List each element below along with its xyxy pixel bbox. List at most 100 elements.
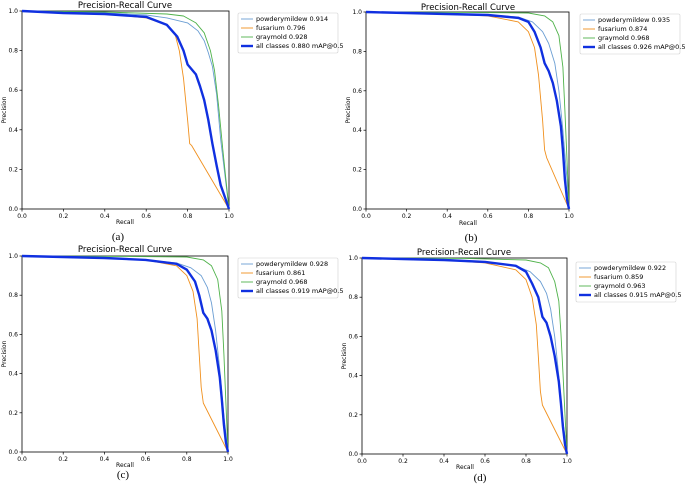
y-tick-label: 0.4 — [8, 127, 18, 134]
y-tick-label: 0.6 — [348, 333, 358, 340]
series-line-powderymildew — [361, 257, 568, 455]
legend-box — [579, 13, 681, 55]
x-tick-label: 0.6 — [141, 213, 151, 220]
x-tick-label: 0.0 — [361, 213, 371, 220]
legend-entry-all: all classes 0.880 mAP@0.5 — [256, 42, 343, 50]
x-tick-label: 0.2 — [59, 213, 69, 220]
panel-caption: (b) — [465, 232, 478, 244]
x-axis-label: Recall — [116, 219, 134, 226]
chart-title: Precision-Recall Curve — [78, 1, 172, 11]
y-tick-label: 1.0 — [8, 8, 18, 15]
series-line-all — [365, 10, 571, 210]
y-tick-label: 0.4 — [8, 371, 18, 378]
legend-entry-powderymildew: powderymildew 0.928 — [256, 260, 328, 268]
legend-box — [237, 257, 339, 299]
legend-entry-all: all classes 0.919 mAP@0.5 — [256, 287, 343, 295]
x-tick-label: 0.6 — [483, 213, 493, 220]
y-axis-label: Precision — [1, 340, 8, 367]
plot-frame — [21, 10, 230, 210]
chart-panel-d: Precision-Recall Curve 0.0 0.2 0.4 0.6 0.8 1.0… — [341, 248, 681, 484]
legend-box — [237, 12, 339, 54]
legend-entry-fusarium: fusarium 0.861 — [256, 269, 305, 277]
legend-entry-all: all classes 0.926 mAP@0.5 — [598, 43, 685, 51]
y-tick-label: 0.2 — [8, 410, 18, 417]
x-tick-label: 1.0 — [562, 458, 572, 465]
legend-entry-fusarium: fusarium 0.796 — [256, 24, 305, 32]
panel-caption: (a) — [112, 231, 125, 243]
series-line-all — [21, 254, 230, 453]
series-line-graymold — [365, 11, 570, 210]
y-tick-label: 0.8 — [8, 292, 18, 299]
chart-title: Precision-Recall Curve — [421, 3, 515, 13]
plot-frame — [361, 257, 568, 455]
legend-entry-graymold: graymold 0.928 — [256, 33, 308, 41]
y-tick-label: 0.0 — [8, 206, 18, 213]
y-tick-label: 1.0 — [352, 9, 362, 16]
series-line-all — [21, 9, 231, 210]
legend-entry-graymold: graymold 0.968 — [256, 278, 308, 286]
series-line-graymold — [21, 10, 230, 210]
x-tick-label: 0.4 — [100, 456, 110, 463]
x-tick-label: 0.2 — [398, 458, 408, 465]
x-tick-label: 0.6 — [141, 456, 151, 463]
legend-entry-powderymildew: powderymildew 0.914 — [256, 15, 328, 23]
x-tick-label: 0.8 — [524, 213, 534, 220]
legend-entry-all: all classes 0.915 mAP@0.5 — [594, 291, 681, 299]
legend-entry-powderymildew: powderymildew 0.935 — [598, 16, 670, 24]
legend-entry-fusarium: fusarium 0.859 — [594, 273, 643, 281]
x-tick-label: 0.8 — [182, 456, 192, 463]
x-tick-label: 0.8 — [183, 213, 193, 220]
y-tick-label: 1.0 — [8, 253, 18, 260]
y-tick-label: 0.8 — [352, 48, 362, 55]
y-tick-label: 0.0 — [352, 206, 362, 213]
y-tick-label: 0.6 — [352, 88, 362, 95]
y-tick-label: 0.8 — [8, 48, 18, 55]
chart-title: Precision-Recall Curve — [78, 245, 172, 255]
series-line-graymold — [21, 255, 229, 453]
y-tick-label: 0.8 — [348, 294, 358, 301]
x-tick-label: 0.2 — [58, 456, 68, 463]
legend-entry-graymold: graymold 0.968 — [598, 34, 650, 42]
x-tick-label: 0.0 — [17, 456, 27, 463]
x-tick-label: 0.4 — [439, 458, 449, 465]
y-tick-label: 1.0 — [348, 255, 358, 262]
y-axis-label: Precision — [1, 96, 8, 123]
x-tick-label: 0.0 — [17, 213, 27, 220]
y-tick-label: 0.2 — [352, 167, 362, 174]
y-tick-label: 0.6 — [8, 87, 18, 94]
series-line-fusarium — [21, 10, 230, 210]
y-tick-label: 0.2 — [348, 412, 358, 419]
chart-panel-c: Precision-Recall Curve 0.0 0.2 0.4 0.6 0.8 1.0… — [1, 245, 343, 481]
legend-entry-graymold: graymold 0.963 — [594, 282, 646, 290]
panel-caption: (d) — [474, 472, 487, 484]
x-axis-label: Recall — [456, 464, 474, 471]
y-axis-label: Precision — [345, 96, 352, 123]
chart-title: Precision-Recall Curve — [417, 248, 511, 258]
legend-box — [575, 261, 677, 303]
x-tick-label: 0.2 — [402, 213, 412, 220]
series-line-powderymildew — [21, 10, 230, 210]
y-tick-label: 0.2 — [8, 166, 18, 173]
x-tick-label: 0.0 — [357, 458, 367, 465]
series-line-fusarium — [361, 257, 568, 455]
x-tick-label: 0.4 — [442, 213, 452, 220]
chart-panel-b: Precision-Recall Curve 0.0 0.2 0.4 0.6 0.8 1.0… — [345, 3, 685, 244]
x-tick-label: 1.0 — [223, 456, 233, 463]
y-tick-label: 0.4 — [352, 127, 362, 134]
y-tick-label: 0.0 — [8, 449, 18, 456]
series-line-all — [361, 256, 569, 455]
x-tick-label: 0.6 — [480, 458, 490, 465]
x-tick-label: 0.4 — [100, 213, 110, 220]
y-tick-label: 0.0 — [348, 451, 358, 458]
x-tick-label: 0.8 — [521, 458, 531, 465]
chart-panel-a: Precision-Recall Curve 0.0 0.2 0.4 0.6 0.8 1.0… — [1, 1, 343, 243]
x-tick-label: 1.0 — [564, 213, 574, 220]
series-line-graymold — [361, 257, 568, 455]
legend-entry-fusarium: fusarium 0.874 — [598, 25, 647, 33]
y-tick-label: 0.4 — [348, 373, 358, 380]
y-axis-label: Precision — [341, 342, 348, 369]
x-axis-label: Recall — [459, 220, 477, 227]
x-tick-label: 1.0 — [224, 213, 234, 220]
legend-entry-powderymildew: powderymildew 0.922 — [594, 264, 666, 272]
